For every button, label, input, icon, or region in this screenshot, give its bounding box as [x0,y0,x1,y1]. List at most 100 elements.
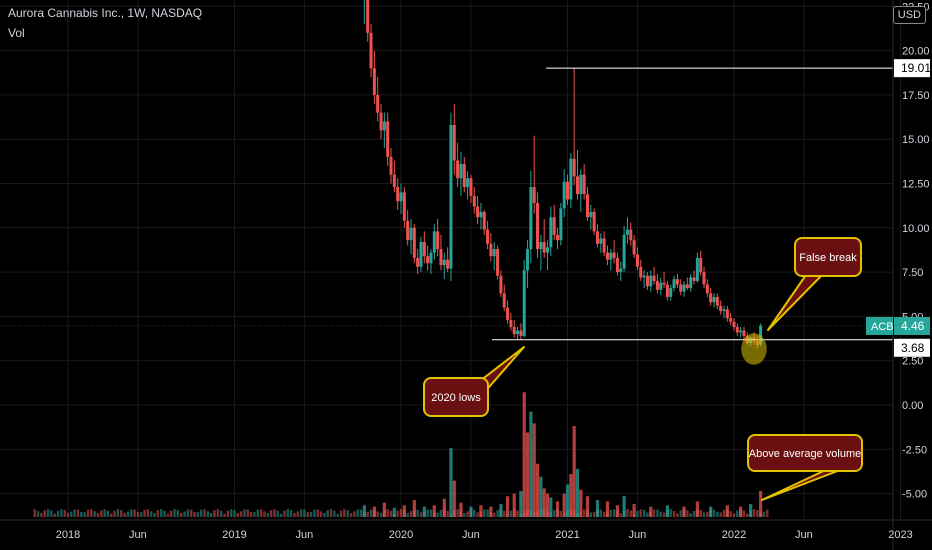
volume-bar [672,511,676,517]
volume-bar [449,448,453,517]
x-tick-label: 2023 [888,529,912,541]
candle-body [582,174,586,195]
x-tick-label: Jun [462,529,480,541]
lows-2020-callout-inner [427,381,485,413]
candle-body [519,330,523,336]
volume-bar [96,513,100,517]
volume-bars [33,392,769,517]
volume-bar [749,504,753,517]
volume-bar [233,510,236,517]
candle-body [759,325,763,345]
candle-body [386,121,390,157]
currency-button[interactable]: USD [892,6,926,24]
volume-bar [200,509,203,517]
volume-bar [722,509,726,517]
volume-bar [43,510,46,517]
volume-bar [156,510,160,517]
candle-body [466,178,470,188]
candle-body [536,202,540,250]
candle-body [432,231,436,253]
candle-body [509,319,513,328]
y-tick-label: 10.00 [902,223,930,235]
candle-body [486,229,490,244]
volume-bar [372,506,376,517]
volume-bar [203,509,206,517]
volume-bar [249,512,253,517]
volume-bar [542,488,546,517]
candle-body [376,94,380,113]
volume-bar [306,512,309,517]
volume-bar [602,511,606,517]
candle-body [492,249,496,257]
candle-body [589,211,593,218]
volume-bar [279,513,283,517]
volume-bar [170,510,173,517]
candle-body [725,309,729,319]
candle-body [446,259,450,269]
high-price-tag: 19.01 [901,61,931,75]
volume-bar [629,510,632,517]
candle-body [539,241,543,250]
volume-bar [256,509,260,517]
volume-bar [469,506,473,517]
volume-bar [176,510,180,517]
volume-bar [476,512,479,517]
volume-bar [209,512,213,517]
candle-body [549,217,553,248]
volume-bar [716,511,719,517]
candle-body [692,277,696,281]
volume-bar [532,423,536,517]
volume-bar [456,509,459,517]
volume-bar [236,512,240,517]
candle-body [479,211,483,218]
volume-bar [522,392,526,517]
volume-bar [33,509,36,517]
volume-bar [699,509,702,517]
volume-bar [193,512,196,517]
volume-bar [153,513,156,517]
candle-body [735,327,739,333]
volume-bar [689,513,692,517]
volume-bar [359,509,363,517]
volume-bar [273,509,276,517]
volume-bar [466,511,469,517]
volume-bar [552,509,556,517]
candle-body [436,231,440,250]
volume-bar [615,505,620,517]
candle-body [639,266,643,278]
volume-bar [432,505,436,517]
volume-bar [206,511,210,517]
candle-body [382,121,386,131]
low-price-tag-bg [894,338,930,357]
candle-body [685,284,689,289]
volume-bar [665,505,669,517]
candle-body [715,296,719,306]
volume-bar [339,510,343,517]
volume-indicator-label[interactable]: Vol [8,26,25,40]
candle-body [675,279,679,285]
volume-bar [516,510,519,517]
candle-body [602,238,606,253]
candle-body [575,176,579,195]
volume-bar [545,493,550,517]
candle-body [705,284,709,294]
volume-bar [333,510,336,517]
volume-bar [589,512,593,517]
symbol-title[interactable]: Aurora Cannabis Inc., 1W, NASDAQ [8,6,203,20]
candle-body [722,309,726,312]
volume-bar [572,426,576,517]
volume-bar [746,513,749,517]
volume-bar [80,511,83,517]
y-axis: -5.00-2.500.002.505.007.5010.0012.5015.0… [866,0,931,550]
candle-body [682,284,686,292]
candle-body [439,249,443,266]
candle-body [712,296,716,303]
volume-bar [406,513,409,517]
volume-bar [66,512,70,517]
volume-bar [646,512,649,517]
volume-bar [555,501,560,517]
candle-body [559,208,563,241]
candle-body [366,0,370,33]
annotations: False break 2020 lows Above average volume [423,237,863,501]
